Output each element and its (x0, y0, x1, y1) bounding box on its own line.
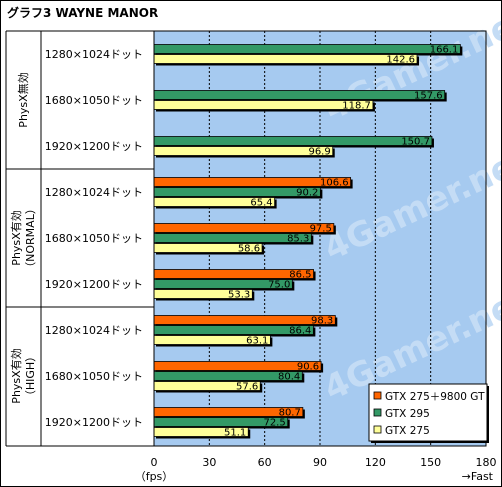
x-tick-label: 120 (365, 456, 386, 469)
x-tick-label: 0 (151, 456, 158, 469)
bar (153, 315, 336, 325)
x-tick-label: 60 (258, 456, 272, 469)
bar (153, 90, 446, 100)
legend-label: GTX 275 (385, 425, 430, 437)
x-tick-label: 90 (313, 456, 327, 469)
legend-box (368, 383, 488, 442)
bar-value-label: 90.2 (296, 188, 318, 199)
resolution-label: 1680×1050ドット (45, 94, 143, 107)
bar-value-label: 97.5 (310, 224, 332, 235)
group-label: PhysX有効（NORMAL） (9, 203, 37, 273)
plot-border (153, 30, 487, 447)
bar-value-label: 86.5 (289, 270, 311, 281)
x-direction-note: →Fast (462, 470, 494, 483)
bar (153, 100, 374, 110)
chart-title: グラフ3 WAYNE MANOR (7, 6, 159, 20)
x-axis-unit: （fps） (135, 470, 174, 483)
bar-value-label: 106.6 (320, 178, 349, 189)
x-tick-label: 180 (476, 456, 497, 469)
bar-value-label: 166.1 (430, 45, 459, 56)
legend-swatch (373, 391, 382, 400)
bar-value-label: 57.6 (236, 382, 258, 393)
legend-label: GTX 275＋9800 GT (385, 391, 485, 403)
bar-value-label: 86.4 (289, 326, 311, 337)
legend-swatch (373, 408, 382, 417)
bar (153, 54, 418, 64)
resolution-label: 1680×1050ドット (45, 232, 143, 245)
bar-value-label: 150.7 (401, 137, 430, 148)
bar-value-label: 53.3 (228, 290, 250, 301)
bar-value-label: 72.5 (263, 418, 285, 429)
bar-value-label: 51.1 (224, 428, 246, 439)
bar-value-label: 63.1 (246, 336, 268, 347)
group-label: PhysX有効（HIGH） (9, 348, 37, 403)
group-label: PhysX無効 (16, 72, 30, 127)
bar-value-label: 96.9 (308, 147, 330, 158)
bar (153, 146, 334, 156)
resolution-label: 1680×1050ドット (45, 370, 143, 383)
bar-value-label: 80.4 (278, 372, 300, 383)
resolution-label: 1280×1024ドット (45, 48, 143, 61)
legend-swatch (373, 425, 382, 434)
bar (153, 223, 335, 233)
resolution-label: 1280×1024ドット (45, 186, 143, 199)
x-tick-label: 30 (202, 456, 216, 469)
bar-value-label: 157.6 (414, 91, 443, 102)
bar-value-label: 80.7 (279, 408, 301, 419)
resolution-label: 1280×1024ドット (45, 324, 143, 337)
bar-value-label: 75.0 (268, 280, 290, 291)
resolution-label: 1920×1200ドット (45, 278, 143, 291)
bar-value-label: 65.4 (250, 198, 272, 209)
bar-value-label: 90.6 (297, 362, 319, 373)
bar (153, 136, 433, 146)
bar-value-label: 118.7 (342, 101, 371, 112)
x-tick-label: 150 (420, 456, 441, 469)
legend-label: GTX 295 (385, 408, 430, 420)
bar (153, 44, 461, 54)
resolution-label: 1920×1200ドット (45, 416, 143, 429)
resolution-label: 1920×1200ドット (45, 140, 143, 153)
bar-value-label: 85.3 (287, 234, 309, 245)
bar-value-label: 142.6 (386, 55, 415, 66)
bar-value-label: 98.3 (311, 316, 333, 327)
bar-value-label: 58.6 (238, 244, 260, 255)
